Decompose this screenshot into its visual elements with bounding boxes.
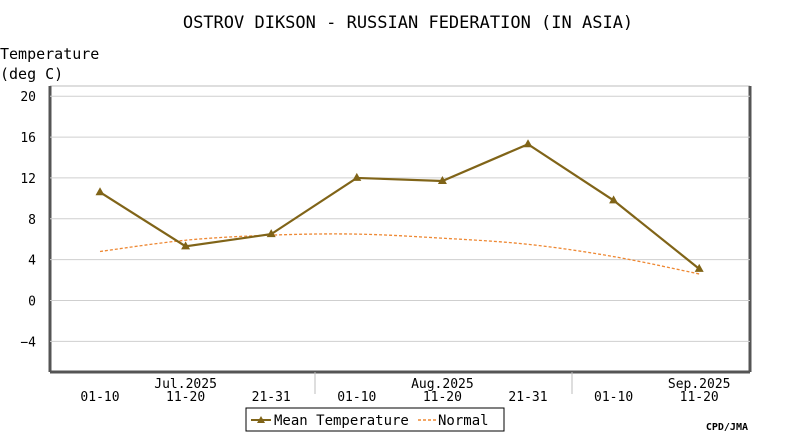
mean-temperature-point: [609, 195, 619, 204]
mean-temperature-point: [352, 172, 362, 181]
mean-temperature-point: [437, 175, 447, 184]
mean-temperature-point: [694, 263, 704, 272]
x-tick-label: 01-10: [337, 390, 376, 405]
x-tick-label: 11-20: [166, 390, 205, 405]
mean-temperature-point: [523, 139, 533, 148]
series-layer: [95, 139, 704, 275]
legend-box: [245, 407, 505, 432]
y-axis-label-line1: Temperature: [0, 45, 99, 63]
chart-title: OSTROV DIKSON - RUSSIAN FEDERATION (IN A…: [183, 13, 633, 33]
y-axis-label-line2: (deg C): [0, 65, 63, 83]
credit-label: CPD/JMA: [706, 422, 748, 433]
legend-normal-label: Normal: [438, 413, 489, 429]
mean-temperature-line: [99, 142, 700, 270]
legend-mean-marker: [257, 416, 265, 423]
x-tick-label: 11-20: [680, 390, 719, 405]
normal-series-line: [99, 233, 700, 275]
month-label: Aug.2025: [411, 377, 474, 392]
y-tick-label: −4: [20, 335, 36, 350]
plot-background: [50, 86, 750, 372]
x-tick-label: 11-20: [423, 390, 462, 405]
legend-mean-label: Mean Temperature: [274, 413, 409, 429]
x-axis-ticks: 01-10 11-20 21-31 01-10 11-20 21-31 01-10 11-20…: [80, 372, 731, 405]
mean-temperature-point: [181, 241, 191, 250]
x-tick-label: 21-31: [508, 390, 547, 405]
y-axis-ticks: −4 0 4 8 12 16 20: [20, 90, 36, 350]
x-tick-label: 21-31: [252, 390, 291, 405]
mean-temperature-point: [266, 229, 276, 238]
month-label: Sep.2025: [668, 377, 731, 392]
y-tick-label: 12: [20, 172, 36, 187]
y-tick-label: 20: [20, 90, 36, 105]
legend: Mean Temperature Normal: [245, 407, 505, 432]
y-tick-label: 0: [28, 295, 36, 310]
month-label: Jul.2025: [154, 377, 217, 392]
x-tick-label: 01-10: [594, 390, 633, 405]
y-tick-label: 4: [28, 254, 36, 269]
plot-area: [48, 85, 752, 374]
x-tick-label: 01-10: [80, 390, 119, 405]
mean-temperature-point: [95, 187, 105, 196]
grid-lines: [50, 95, 750, 342]
y-tick-label: 16: [20, 131, 36, 146]
y-tick-label: 8: [28, 213, 36, 228]
